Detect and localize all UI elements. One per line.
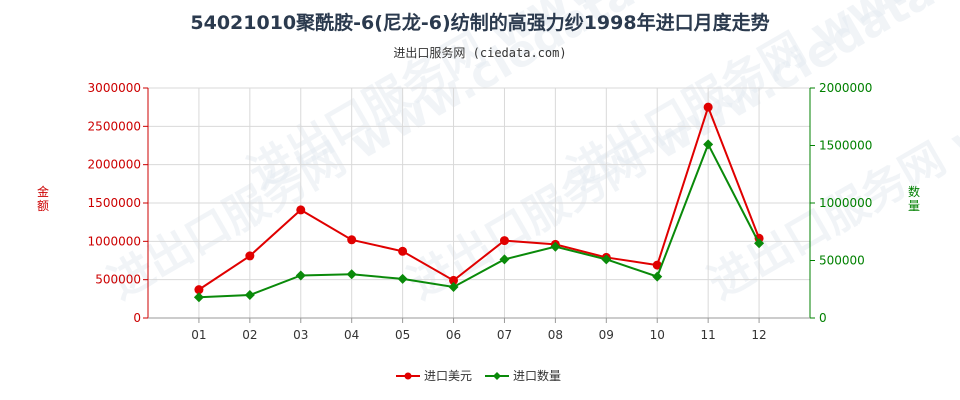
data-point (397, 273, 408, 284)
series-layer (193, 102, 765, 303)
x-axis-tick-label: 01 (191, 328, 206, 342)
data-point (244, 290, 255, 300)
right-axis-tick-label: 500000 (819, 254, 865, 268)
data-point (194, 285, 204, 295)
data-point (346, 269, 357, 280)
axes-layer: 0 500000 1000000 1500000 2000000 2500000 30000… (37, 81, 920, 342)
data-point (499, 236, 509, 246)
left-axis-tick-label: 2500000 (88, 119, 141, 133)
right-axis-tick-label: 1500000 (819, 139, 872, 153)
data-point (601, 254, 612, 265)
right-axis-tick-label: 1000000 (819, 196, 872, 210)
x-axis-tick-label: 10 (650, 328, 665, 342)
series-2 (193, 139, 765, 303)
legend-marker (493, 372, 501, 380)
x-axis-tick-label: 08 (548, 328, 563, 342)
left-axis-tick-label: 1500000 (88, 196, 141, 210)
x-axis-tick-label: 09 (599, 328, 614, 342)
right-axis-tick-label: 2000000 (819, 81, 872, 95)
series-line (198, 141, 760, 299)
left-axis-tick-label: 0 (133, 311, 141, 325)
x-axis-tick-label: 02 (242, 328, 257, 342)
right-axis-title: 数量 (908, 184, 920, 213)
data-point (296, 205, 306, 215)
chart-subtitle: 进出口服务网 (ciedata.com) (393, 45, 566, 60)
data-point (550, 241, 561, 252)
x-axis-tick-label: 07 (497, 328, 512, 342)
x-axis-tick-label: 03 (293, 328, 308, 342)
x-axis-tick-label: 06 (446, 328, 461, 342)
legend: 进口美元 进口数量 (396, 368, 561, 383)
data-point (652, 271, 663, 282)
legend-label: 进口数量 (513, 368, 561, 383)
series-line (198, 104, 761, 291)
data-point (245, 251, 255, 261)
right-axis-tick-label: 0 (819, 311, 827, 325)
x-axis-tick-label: 05 (395, 328, 410, 342)
left-axis-tick-label: 3000000 (88, 81, 141, 95)
data-point (449, 275, 459, 285)
data-point (448, 281, 459, 292)
legend-marker (404, 372, 412, 380)
data-point (499, 254, 510, 265)
left-axis-tick-label: 1000000 (88, 234, 141, 248)
left-axis-title: 金额 (37, 184, 49, 213)
x-axis-tick-label: 04 (344, 328, 359, 342)
data-point (652, 260, 662, 270)
data-point (703, 102, 713, 112)
legend-item: 进口美元 (396, 369, 472, 383)
data-point (754, 238, 765, 249)
chart-title: 54021010聚酰胺-6(尼龙-6)纺制的高强力纱1998年进口月度走势 (190, 11, 769, 34)
left-axis-tick-label: 500000 (95, 273, 141, 287)
data-point (193, 292, 204, 303)
x-axis-tick-label: 12 (751, 328, 766, 342)
left-axis-tick-label: 2000000 (88, 158, 141, 172)
legend-item: 进口数量 (485, 368, 561, 383)
data-point (347, 235, 357, 245)
data-point (703, 139, 714, 150)
legend-label: 进口美元 (424, 369, 472, 383)
data-point (295, 270, 306, 281)
x-axis-tick-label: 11 (701, 328, 716, 342)
data-point (398, 246, 408, 256)
